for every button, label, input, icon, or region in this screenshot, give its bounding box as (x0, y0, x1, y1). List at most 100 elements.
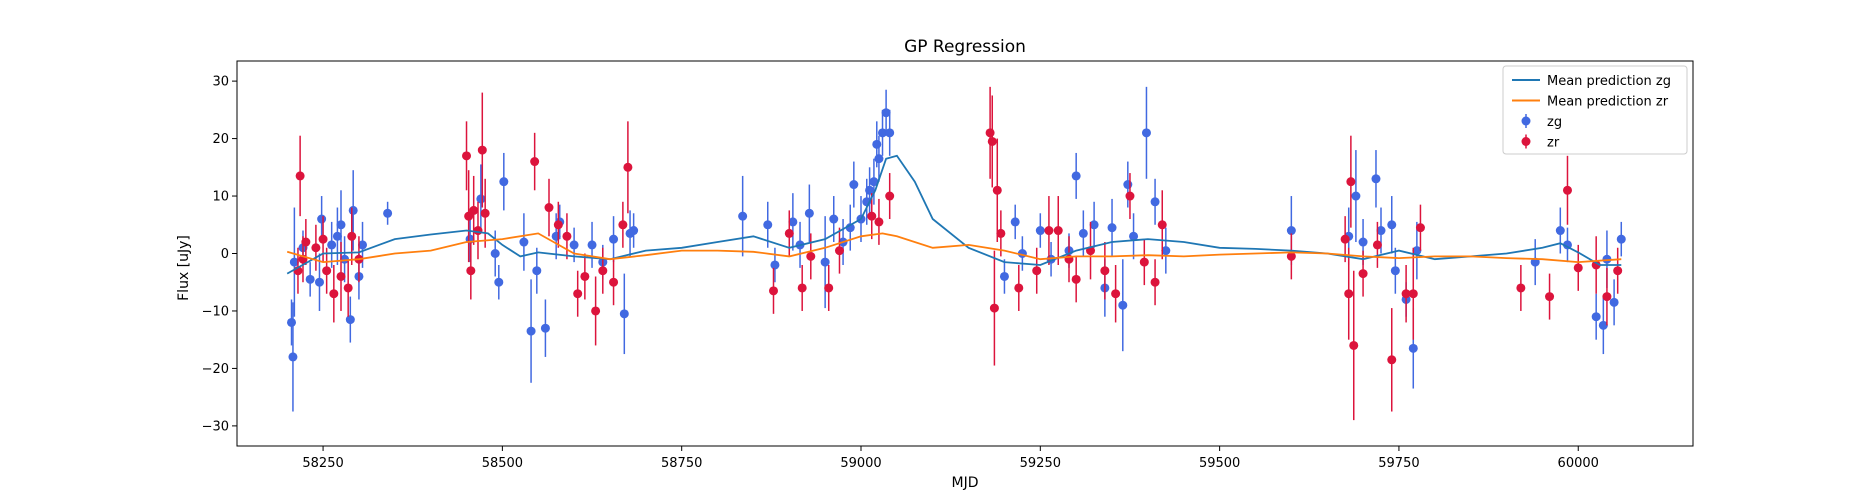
data-point-zr (477, 145, 487, 155)
data-point-zr (301, 237, 311, 247)
data-point-zr (1516, 283, 1526, 293)
data-point-zr (562, 231, 572, 241)
y-tick-label: 20 (212, 132, 229, 147)
data-point-zr (1139, 257, 1149, 267)
data-point-zr (989, 303, 999, 313)
data-point-zr (1157, 220, 1167, 230)
data-point-zg (289, 257, 299, 267)
data-point-zg (1609, 297, 1619, 307)
data-point-zg (885, 128, 895, 138)
legend: Mean prediction zg Mean prediction zr zg zr (1502, 65, 1688, 155)
y-tick-label: 30 (212, 75, 229, 90)
data-point-zg (1286, 226, 1296, 236)
data-point-zg (609, 234, 619, 244)
data-point-zg (1602, 254, 1612, 264)
data-point-zr (1591, 260, 1601, 270)
plot-area (286, 86, 1626, 421)
data-point-zr (343, 283, 353, 293)
data-point-zg (804, 208, 814, 218)
legend-box (1502, 65, 1688, 155)
series-zr (293, 86, 1623, 421)
data-point-zr (1358, 269, 1368, 279)
data-point-zg (348, 205, 358, 215)
data-point-zg (1616, 234, 1626, 244)
data-point-zg (770, 260, 780, 270)
data-point-zg (763, 220, 773, 230)
y-tick-label: 0 (221, 247, 229, 262)
data-point-zg (849, 180, 859, 190)
data-point-zg (1071, 171, 1081, 181)
chart-title: GP Regression (904, 37, 1026, 57)
data-point-zg (519, 237, 529, 247)
data-point-zr (336, 271, 346, 281)
y-tick-label: −30 (202, 419, 229, 434)
data-point-zr (1071, 274, 1081, 284)
data-point-zg (490, 249, 500, 258)
data-point-zg (569, 240, 579, 250)
data-point-zg (1412, 246, 1422, 256)
data-point-zg (820, 257, 830, 267)
legend-item-zg: zg (1521, 114, 1562, 130)
data-point-zr (329, 289, 339, 299)
data-point-zg (317, 214, 327, 224)
data-point-zg (1129, 231, 1139, 241)
legend-label: zg (1547, 115, 1562, 130)
data-point-zg (1141, 128, 1151, 138)
data-point-zg (1010, 217, 1020, 227)
data-point-zr (553, 220, 563, 230)
data-point-zr (1340, 234, 1350, 244)
data-point-zg (476, 194, 486, 204)
x-tick-label: 59000 (840, 456, 881, 471)
data-point-zg (1351, 191, 1361, 201)
data-point-zg (1089, 220, 1099, 230)
legend-item-mean-zg: Mean prediction zg (1512, 74, 1671, 89)
data-point-zg (327, 240, 337, 250)
data-point-zg (1118, 300, 1128, 310)
data-point-zr (618, 220, 628, 230)
data-point-zg (1035, 226, 1045, 236)
data-point-zr (609, 277, 619, 287)
data-point-zr (874, 217, 884, 227)
data-point-zr (797, 283, 807, 293)
data-point-zg (1598, 320, 1608, 330)
data-point-zr (469, 205, 479, 215)
data-point-zg (629, 226, 639, 236)
data-point-zg (532, 266, 542, 276)
data-point-zg (1387, 220, 1397, 230)
data-point-zr (834, 246, 844, 256)
data-point-zr (462, 151, 472, 161)
data-point-zg (1376, 226, 1386, 236)
axes-frame (236, 60, 1694, 447)
legend-label: Mean prediction zg (1547, 74, 1671, 89)
data-point-zr (985, 128, 995, 138)
data-point-zr (1111, 289, 1121, 299)
data-point-zr (1344, 289, 1354, 299)
data-point-zr (322, 266, 332, 276)
data-point-zg (332, 231, 342, 241)
y-tick-label: −20 (202, 362, 229, 377)
data-point-zg (1591, 312, 1601, 322)
data-point-zg (788, 217, 798, 227)
data-point-zr (598, 266, 608, 276)
data-point-zg (619, 309, 629, 319)
data-point-zr (591, 306, 601, 316)
legend-label: zr (1547, 136, 1560, 151)
x-tick-label: 59750 (1378, 456, 1419, 471)
data-point-zg (314, 277, 324, 287)
data-point-zg (345, 315, 355, 325)
data-point-zg (1390, 266, 1400, 276)
data-point-zg (499, 177, 509, 187)
data-point-zg (340, 254, 350, 264)
data-point-zr (806, 251, 816, 261)
data-point-zg (358, 240, 368, 250)
data-point-zr (347, 231, 357, 241)
legend-item-zr: zr (1521, 134, 1560, 151)
y-axis-label: Flux [uJy] (176, 235, 192, 301)
data-point-zg (305, 274, 315, 284)
data-point-zg (540, 323, 550, 333)
line-mean-prediction-zr (286, 232, 1622, 264)
data-point-zg (1078, 228, 1088, 238)
data-point-zr (992, 185, 1002, 195)
